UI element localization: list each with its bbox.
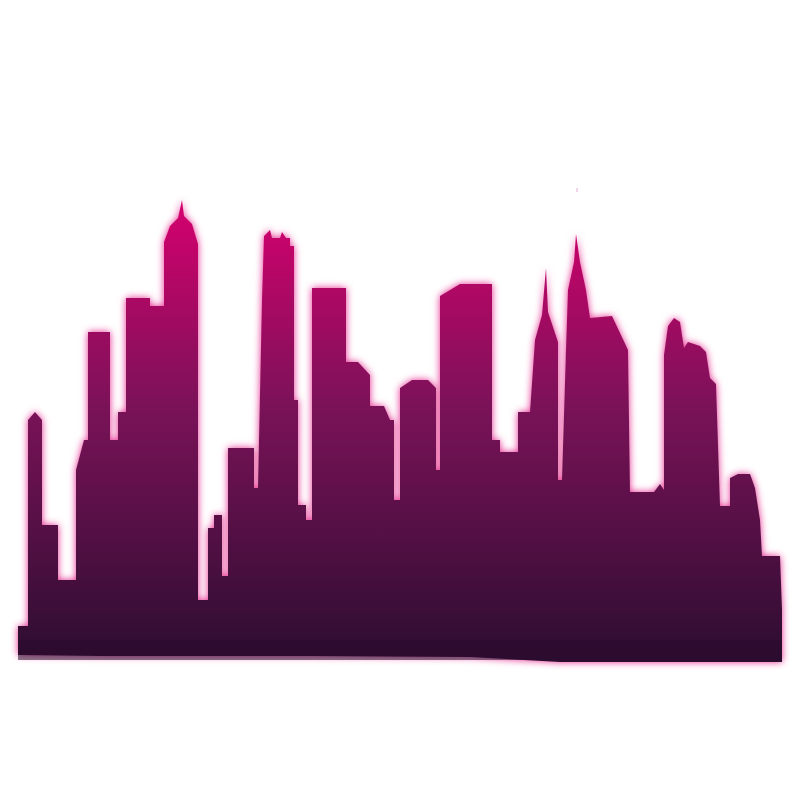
- stray-speck: [576, 188, 578, 192]
- skyline-silhouette: [18, 200, 782, 662]
